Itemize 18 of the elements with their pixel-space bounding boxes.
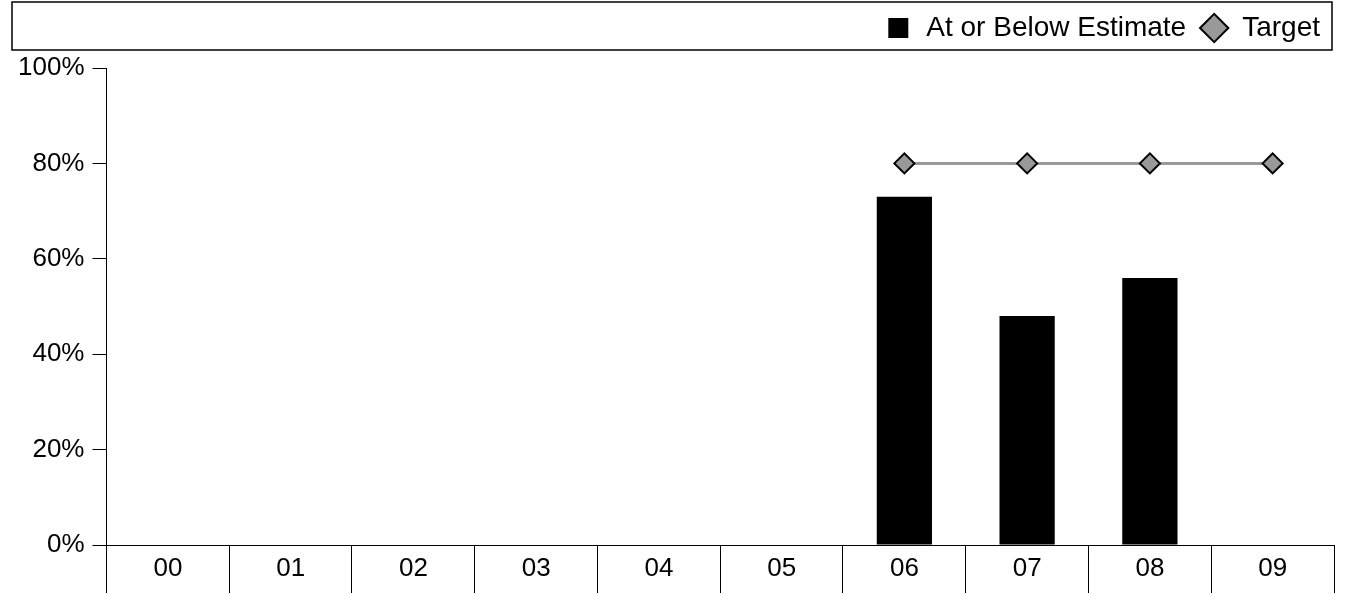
y-tick-label: 100%	[18, 51, 85, 82]
x-tick-label: 03	[521, 552, 551, 583]
x-tick-label: 06	[889, 552, 919, 583]
legend-label: At or Below Estimate	[926, 10, 1187, 42]
x-tick-label: 01	[276, 552, 306, 583]
y-tick-label: 40%	[32, 337, 85, 368]
x-tick-label: 09	[1258, 552, 1288, 583]
x-tick-label: 08	[1135, 552, 1165, 583]
legend-label: Target	[1242, 10, 1321, 42]
y-tick-label: 0%	[46, 528, 85, 559]
x-tick-label: 05	[767, 552, 797, 583]
y-tick-label: 80%	[32, 146, 85, 177]
y-tick-label: 20%	[32, 432, 85, 463]
x-tick-label: 07	[1012, 552, 1042, 583]
x-tick-label: 04	[644, 552, 674, 583]
x-tick-label: 02	[398, 552, 428, 583]
x-tick-label: 00	[153, 552, 183, 583]
y-tick-label: 60%	[32, 241, 85, 272]
